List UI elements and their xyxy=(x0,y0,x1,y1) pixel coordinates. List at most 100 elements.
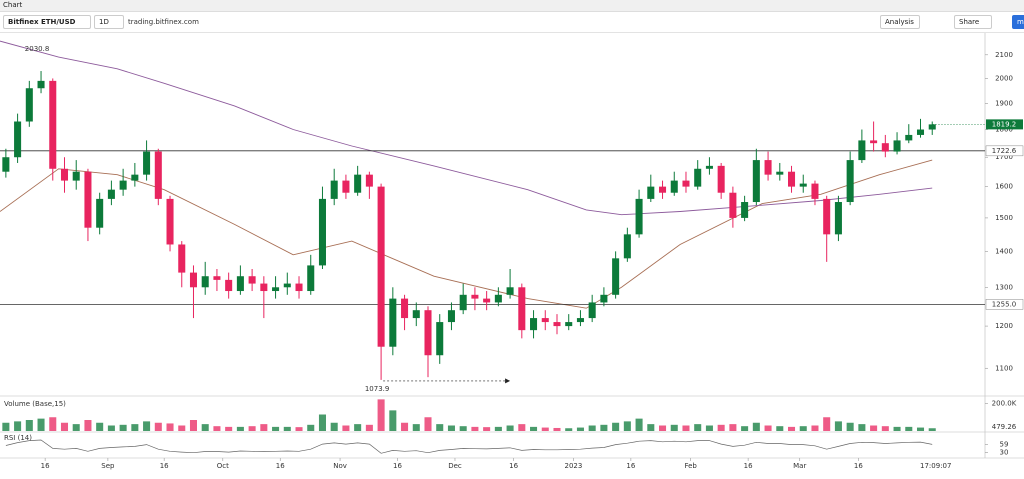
volume-bar xyxy=(823,417,831,431)
volume-bar xyxy=(916,427,925,431)
volume-bar xyxy=(225,426,233,431)
candle-body xyxy=(776,171,784,175)
volume-bar xyxy=(741,426,749,431)
level-label: 1722.6 xyxy=(992,147,1017,155)
candle-body xyxy=(436,322,444,356)
y-tick-label: 1600 xyxy=(995,183,1013,191)
volume-bar xyxy=(647,424,655,431)
volume-bar xyxy=(283,426,291,431)
exchange-link[interactable]: trading.bitfinex.com xyxy=(128,18,199,26)
x-tick-label: 16 xyxy=(626,462,635,470)
candle-body xyxy=(623,234,631,259)
candle-body xyxy=(858,140,866,161)
tab[interactable]: Chart xyxy=(3,1,23,9)
candle-body xyxy=(588,302,596,319)
volume-bar xyxy=(436,424,444,431)
volume-bar xyxy=(318,414,326,431)
volume-bar xyxy=(96,422,104,431)
candle-body xyxy=(694,168,702,187)
candle-body xyxy=(459,294,467,311)
candle-body xyxy=(741,202,749,218)
level-label-box xyxy=(985,145,1024,157)
y-tick-label: 1400 xyxy=(995,247,1013,255)
volume-bar xyxy=(635,418,643,431)
volume-bar xyxy=(401,422,409,431)
extra-button[interactable]: ma xyxy=(1012,15,1024,29)
candle-body xyxy=(84,171,92,228)
volume-bar xyxy=(119,424,127,431)
volume-bar xyxy=(893,426,901,431)
volume-bar xyxy=(330,422,338,431)
y-tick-label: 1800 xyxy=(995,126,1013,134)
x-tick-label: 16 xyxy=(160,462,169,470)
candle-body xyxy=(354,174,362,193)
x-tick-label: Oct xyxy=(217,462,229,470)
candle-body xyxy=(811,183,819,199)
countdown: 17:09:07 xyxy=(920,462,951,470)
symbol-button[interactable]: Bitfinex ETH/USD xyxy=(3,15,91,29)
x-tick-label: 16 xyxy=(41,462,50,470)
volume-bar xyxy=(236,426,244,431)
candle-body xyxy=(25,88,33,122)
volume-bar xyxy=(412,424,420,431)
y-tick-label: 1100 xyxy=(995,364,1013,372)
candle-body xyxy=(96,198,104,228)
candle-body xyxy=(541,318,549,323)
candle-body xyxy=(823,198,831,235)
volume-bar xyxy=(612,422,620,431)
volume-bar xyxy=(729,424,737,431)
volume-bar xyxy=(447,425,455,431)
volume-bar xyxy=(870,425,878,431)
candle-body xyxy=(401,298,409,319)
volume-bar xyxy=(518,424,526,431)
volume-bar xyxy=(459,426,467,431)
volume-bar xyxy=(483,427,491,431)
x-tick-label: Nov xyxy=(333,462,347,470)
volume-bar xyxy=(553,427,561,431)
y-tick-label: 1700 xyxy=(995,153,1013,161)
y-tick-label: 1300 xyxy=(995,283,1013,291)
moving-average xyxy=(0,40,933,216)
x-tick-label: 2023 xyxy=(564,462,582,470)
volume-tick-label: 200.0K xyxy=(992,400,1017,408)
moving-average xyxy=(0,159,933,309)
volume-bar xyxy=(354,424,362,431)
x-tick-label: Dec xyxy=(448,462,462,470)
candle-body xyxy=(483,298,491,303)
share-button[interactable]: Share xyxy=(954,15,992,29)
x-tick-label: Sep xyxy=(101,462,115,470)
candle-body xyxy=(647,186,655,199)
volume-bar xyxy=(717,424,725,431)
candle-body xyxy=(893,140,901,152)
candle-body xyxy=(729,192,737,218)
volume-bar xyxy=(682,425,690,431)
volume-bar xyxy=(166,423,174,431)
volume-bar xyxy=(248,426,256,431)
candle-body xyxy=(659,186,667,193)
y-tick-label: 1200 xyxy=(995,322,1013,330)
rsi-tick-label: 30 xyxy=(1000,449,1009,457)
candle-body xyxy=(870,140,878,144)
volume-bar xyxy=(799,426,807,431)
y-tick-label: 1500 xyxy=(995,214,1013,222)
candle-body xyxy=(2,157,10,172)
volume-bar xyxy=(201,424,209,431)
interval-button[interactable]: 1D xyxy=(94,15,124,29)
candle-body xyxy=(60,168,69,181)
volume-bar xyxy=(623,421,631,431)
candle-body xyxy=(236,276,244,292)
volume-bar xyxy=(670,424,678,431)
volume-bar xyxy=(14,421,22,431)
candle-body xyxy=(365,174,373,187)
candle-body xyxy=(881,143,889,152)
volume-bar xyxy=(365,424,373,431)
candle-body xyxy=(506,287,514,295)
toolbar: Bitfinex ETH/USD 1D trading.bitfinex.com… xyxy=(0,12,1024,33)
last-price-label: 1819.2 xyxy=(992,120,1017,128)
analysis-button[interactable]: Analysis xyxy=(880,15,920,29)
candle-body xyxy=(530,318,538,331)
volume-bar xyxy=(389,410,397,431)
candle-body xyxy=(201,276,209,288)
volume-bar xyxy=(659,425,667,431)
